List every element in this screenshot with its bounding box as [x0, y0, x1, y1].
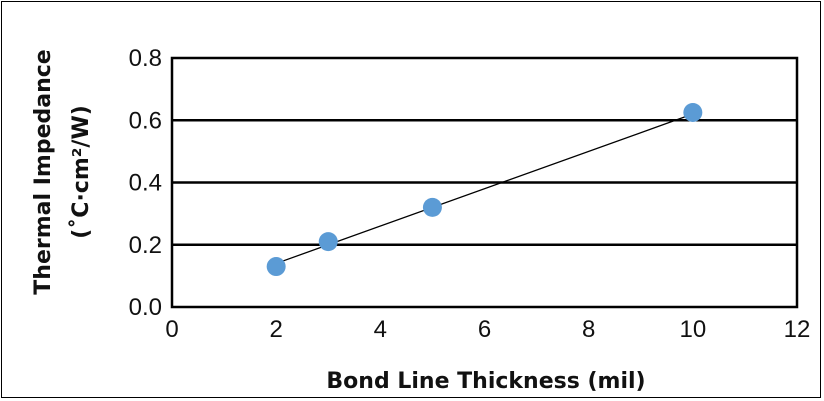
x-tick-label: 2: [269, 316, 282, 343]
trendline-layer: [275, 113, 694, 265]
y-tick-label: 0.6: [129, 107, 162, 134]
data-point: [422, 197, 442, 217]
x-tick-label: 10: [679, 316, 706, 343]
x-tick-label: 4: [374, 316, 387, 343]
x-tick-label: 0: [165, 316, 178, 343]
trendline: [275, 113, 694, 265]
plot-area-border: [170, 56, 799, 309]
x-axis-title: Bond Line Thickness (mil): [326, 369, 645, 394]
data-point: [266, 257, 286, 277]
y-axis-units: (˚C·cm²/W): [69, 105, 94, 239]
gridlines: [172, 119, 797, 246]
x-tick-label: 12: [784, 316, 811, 343]
data-points: [266, 102, 703, 277]
data-point: [318, 232, 338, 252]
y-tick-labels: 0.0 0.2 0.4 0.6 0.8: [129, 45, 162, 321]
data-point: [683, 102, 703, 122]
x-tick-label: 8: [582, 316, 595, 343]
x-tick-label: 6: [478, 316, 491, 343]
y-tick-label: 0.4: [129, 170, 162, 197]
y-tick-label: 0.8: [129, 45, 162, 72]
axes: [170, 56, 799, 309]
x-tick-labels: 0 2 4 6 8 10 12: [165, 316, 810, 343]
y-tick-label: 0.2: [129, 232, 162, 259]
y-tick-label: 0.0: [129, 294, 162, 321]
y-axis-title: Thermal Impedance: [31, 49, 56, 294]
